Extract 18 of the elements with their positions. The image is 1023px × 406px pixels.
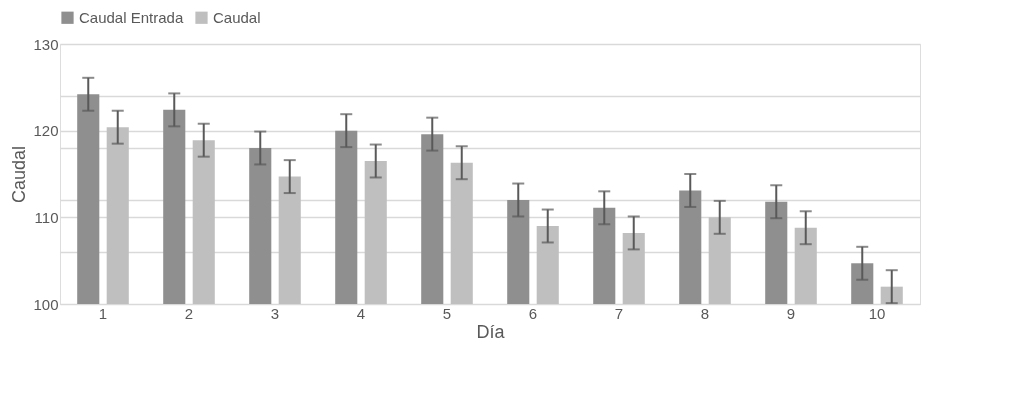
- x-tick-label: 8: [700, 304, 710, 322]
- y-tick-label: 130: [33, 35, 59, 53]
- y-tick-label: 110: [34, 208, 59, 226]
- x-tick-label: 6: [528, 304, 538, 322]
- y-axis-title: Caudal: [9, 145, 30, 204]
- legend-label: Caudal Entrada: [79, 8, 184, 26]
- y-tick-label: 100: [33, 295, 59, 313]
- x-axis-title: Día: [476, 321, 506, 342]
- x-tick-label: 4: [356, 304, 366, 322]
- x-tick-label: 9: [786, 304, 796, 322]
- x-tick-label: 10: [868, 304, 886, 322]
- y-tick-label: 120: [33, 122, 59, 140]
- x-tick-label: 7: [614, 304, 624, 322]
- x-tick-label: 5: [442, 304, 452, 322]
- x-tick-label: 3: [270, 304, 280, 322]
- x-tick-label: 2: [184, 304, 194, 322]
- legend-label: Caudal: [213, 8, 261, 26]
- x-tick-label: 1: [98, 304, 108, 322]
